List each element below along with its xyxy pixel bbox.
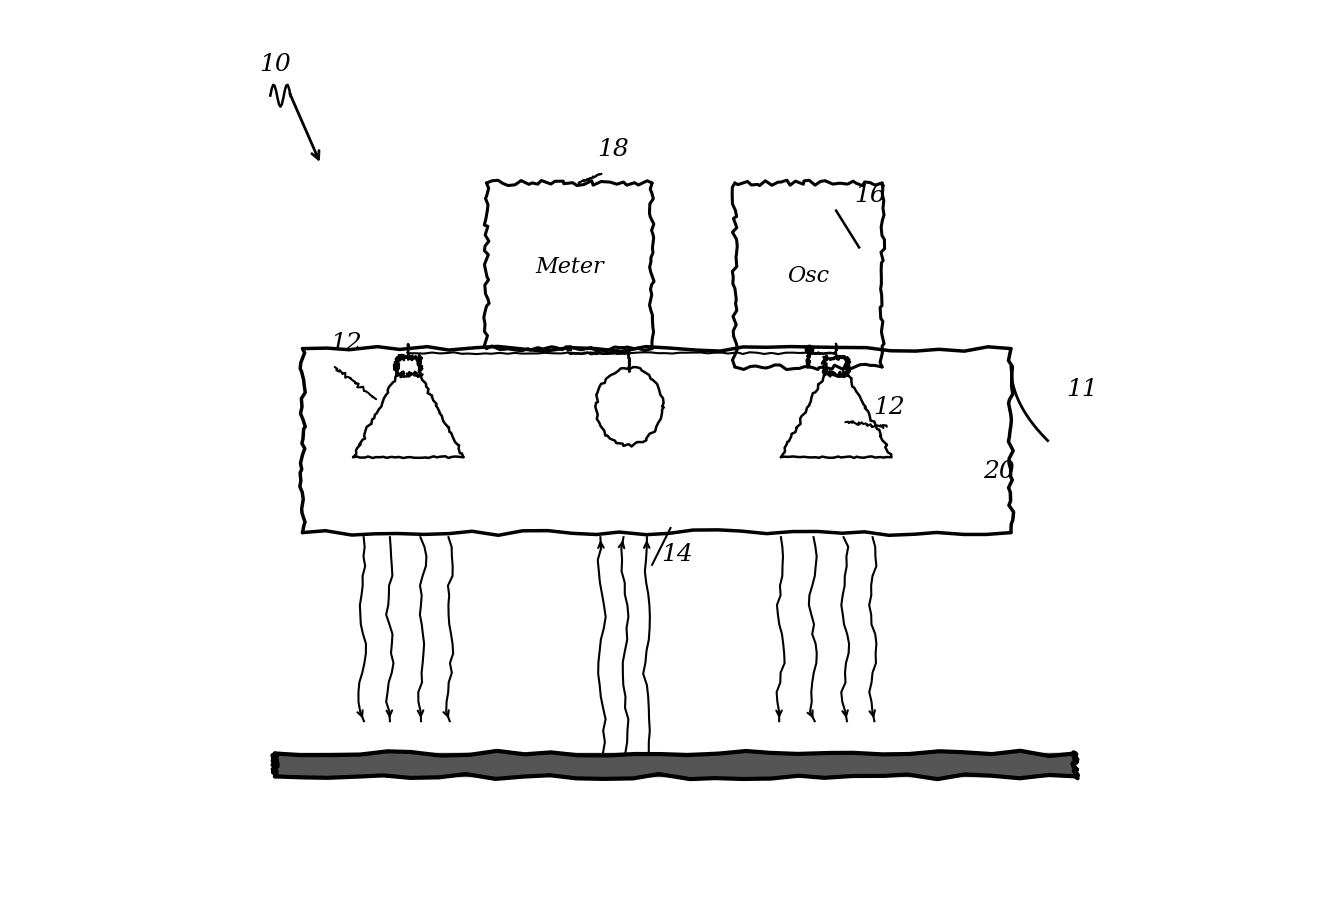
Text: 14: 14: [661, 542, 693, 565]
Text: 16: 16: [854, 184, 886, 207]
Text: 10: 10: [259, 52, 291, 76]
Text: 12: 12: [873, 395, 905, 418]
Text: 20: 20: [983, 460, 1015, 482]
Bar: [275, 754, 1075, 777]
Text: 18: 18: [597, 138, 629, 161]
Text: 11: 11: [1066, 377, 1098, 400]
Text: Meter: Meter: [535, 255, 603, 278]
Text: 12: 12: [330, 331, 362, 354]
Text: Osc: Osc: [787, 265, 830, 287]
